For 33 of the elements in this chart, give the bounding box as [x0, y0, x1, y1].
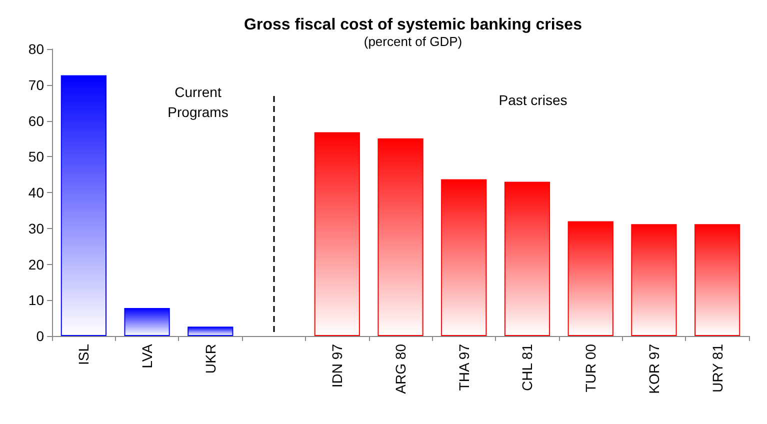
x-tick-label: UKR: [202, 344, 218, 374]
bar: [60, 75, 106, 336]
bar: [188, 326, 234, 336]
x-tick-label: ARG 80: [392, 344, 408, 394]
x-tick-label: LVA: [139, 343, 156, 368]
y-tick-label: 0: [36, 328, 44, 344]
y-tick-label: 80: [28, 41, 44, 57]
chart-title: Gross fiscal cost of systemic banking crises: [244, 16, 582, 34]
x-tick-label: TUR 00: [582, 344, 599, 392]
x-tick-label: URY 81: [709, 344, 726, 393]
bar: [314, 132, 360, 336]
annotation: Current Programs: [168, 84, 228, 120]
y-tick-label: 60: [28, 112, 44, 129]
x-tick-label: CHL 81: [519, 344, 536, 391]
x-tick-label: ISL: [76, 344, 92, 366]
chart-subtitle: (percent of GDP): [364, 34, 462, 49]
bar: [631, 224, 677, 336]
bar: [378, 138, 424, 336]
bar: [441, 179, 487, 336]
x-tick-label: IDN 97: [329, 344, 346, 388]
x-tick-label: THA 97: [456, 344, 472, 391]
y-tick-label: 20: [28, 256, 44, 272]
y-tick-label: 70: [28, 76, 44, 93]
y-tick-label: 50: [28, 148, 44, 165]
bar: [124, 308, 170, 336]
annotation: Past crises: [498, 92, 568, 108]
bar: [504, 182, 550, 336]
bar: [694, 224, 740, 336]
y-tick-label: 10: [28, 292, 44, 308]
y-tick-label: 40: [28, 184, 44, 200]
bar: [568, 221, 614, 336]
x-tick-label: KOR 97: [646, 344, 662, 394]
y-tick-label: 30: [28, 220, 44, 236]
